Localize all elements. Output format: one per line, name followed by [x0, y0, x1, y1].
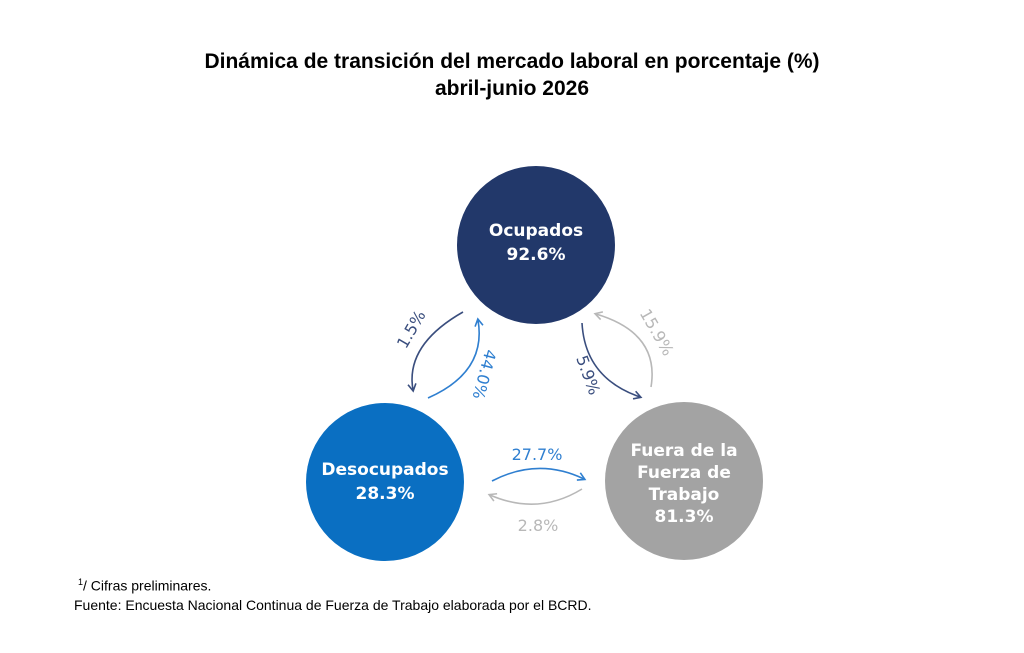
label-fuera-to-desocupados: 2.8%	[518, 516, 559, 535]
node-fuera-label-3: Trabajo	[649, 485, 720, 505]
chart-title: Dinámica de transición del mercado labor…	[204, 50, 820, 73]
node-ocupados-label: Ocupados	[489, 221, 583, 241]
footnote-source: Fuente: Encuesta Nacional Continua de Fu…	[74, 597, 592, 613]
chart-subtitle: abril-junio 2026	[434, 77, 590, 100]
footnote-preliminary: 1/ Cifras preliminares.	[78, 577, 211, 594]
node-fuera-label-2: Fuerza de	[637, 463, 731, 483]
arrow-desocupados-to-ocupados	[427, 317, 484, 399]
node-ocupados: Ocupados 92.6%	[457, 166, 615, 324]
arrow-fuera-to-desocupados	[487, 488, 583, 505]
node-fuera-label-1: Fuera de la	[630, 441, 737, 461]
arrow-fuera-to-ocupados	[593, 311, 653, 388]
node-desocupados-label: Desocupados	[321, 460, 448, 480]
arrow-ocupados-to-desocupados	[407, 311, 464, 393]
footnote-text: / Cifras preliminares.	[83, 577, 212, 594]
node-fuera-fuerza-trabajo: Fuera de la Fuerza de Trabajo 81.3%	[605, 402, 763, 560]
node-fuera-value: 81.3%	[655, 507, 714, 527]
arrow-desocupados-to-fuera	[491, 467, 587, 482]
label-desocupados-to-ocupados: 44.0%	[469, 347, 501, 401]
node-desocupados-value: 28.3%	[356, 484, 415, 504]
label-ocupados-to-fuera: 5.9%	[572, 353, 604, 398]
footnote-mark: 1	[78, 577, 84, 587]
arrow-ocupados-to-fuera	[581, 322, 643, 400]
node-desocupados: Desocupados 28.3%	[306, 403, 464, 561]
node-ocupados-value: 92.6%	[507, 245, 566, 265]
label-desocupados-to-fuera: 27.7%	[512, 445, 563, 464]
label-fuera-to-ocupados: 15.9%	[636, 305, 678, 359]
